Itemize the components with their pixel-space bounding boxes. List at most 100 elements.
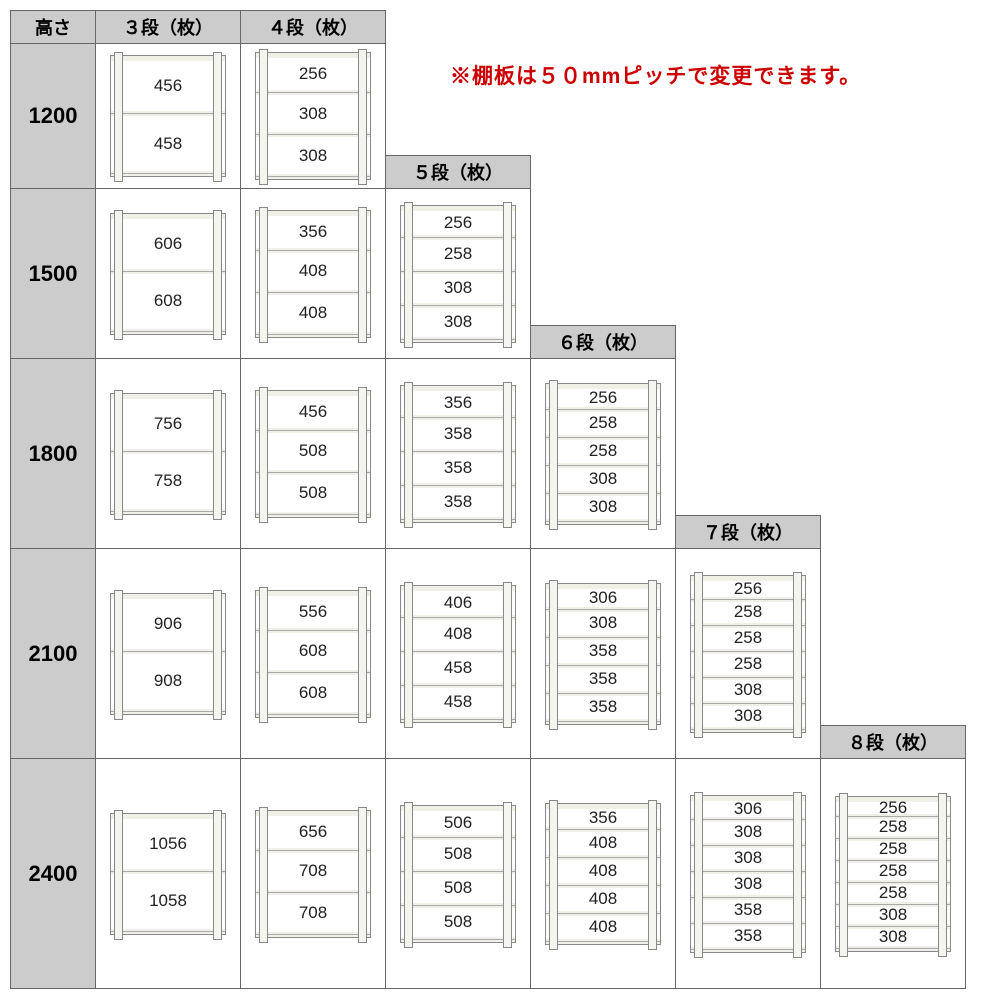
shelf-gap-value: 258: [836, 819, 950, 841]
rack-diagram: 256308308: [255, 52, 371, 180]
shelf-gap-value: 358: [546, 640, 660, 668]
rack-diagram: 356408408408408: [545, 803, 661, 945]
shelf-gap-value: 508: [401, 874, 515, 908]
shelf-cell: 756758: [96, 359, 241, 549]
shelf-cell: 456458: [96, 44, 241, 189]
shelf-gap-value: 308: [256, 95, 370, 137]
shelf-gap-value: 1056: [111, 814, 225, 874]
shelf-gap-value: 408: [401, 620, 515, 654]
rack-diagram: 506508508508: [400, 805, 516, 943]
shelf-gap-value: 258: [691, 654, 805, 680]
shelf-gap-value: 258: [836, 841, 950, 863]
shelf-gap-value: 256: [546, 384, 660, 412]
shelf-gap-value: 308: [836, 907, 950, 929]
shelf-gap-value: 508: [401, 908, 515, 942]
shelf-gap-value: 756: [111, 394, 225, 454]
shelf-gap-value: 356: [546, 804, 660, 832]
shelf-cell: 606608: [96, 189, 241, 359]
shelf-gap-value: 256: [256, 53, 370, 95]
shelf-gap-value: 308: [401, 274, 515, 308]
shelf-cell: 256308308: [241, 44, 386, 189]
shelf-gap-value: 456: [111, 56, 225, 116]
height-label: 1800: [10, 359, 96, 549]
header-height: 高さ: [10, 10, 96, 44]
rack-diagram: 10561058: [110, 813, 226, 935]
rack-diagram: 256258258308308: [545, 383, 661, 525]
shelf-cell: 306308308308358358: [676, 759, 821, 989]
shelf-gap-value: 408: [546, 832, 660, 860]
shelf-cell: 406408458458: [386, 549, 531, 759]
rack-diagram: 606608: [110, 213, 226, 335]
shelf-gap-value: 608: [111, 274, 225, 334]
shelf-gap-value: 408: [546, 888, 660, 916]
shelf-gap-value: 508: [256, 475, 370, 517]
rack-diagram: 406408458458: [400, 585, 516, 723]
shelf-gap-value: 308: [691, 680, 805, 706]
shelf-cell: 256258258308308: [531, 359, 676, 549]
shelf-gap-value: 306: [691, 796, 805, 822]
shelf-gap-value: 308: [691, 706, 805, 732]
shelf-gap-value: 608: [256, 633, 370, 675]
shelf-gap-value: 308: [546, 468, 660, 496]
shelf-gap-value: 506: [401, 806, 515, 840]
shelf-gap-value: 508: [256, 433, 370, 475]
shelf-gap-value: 308: [691, 874, 805, 900]
height-label: 2100: [10, 549, 96, 759]
shelf-gap-value: 906: [111, 594, 225, 654]
shelf-gap-value: 258: [546, 412, 660, 440]
shelf-cell: 356408408408408: [531, 759, 676, 989]
shelf-gap-value: 458: [401, 654, 515, 688]
shelf-gap-value: 656: [256, 811, 370, 853]
shelf-cell: 556608608: [241, 549, 386, 759]
shelf-gap-value: 908: [111, 654, 225, 714]
shelf-gap-value: 408: [546, 860, 660, 888]
shelf-gap-value: 708: [256, 895, 370, 937]
shelf-gap-value: 408: [546, 916, 660, 944]
shelf-cell: 356358358358: [386, 359, 531, 549]
header-col: ３段（枚）: [96, 10, 241, 44]
shelf-gap-value: 306: [546, 584, 660, 612]
shelf-gap-value: 258: [691, 602, 805, 628]
shelf-cell: 656708708: [241, 759, 386, 989]
shelf-gap-value: 308: [401, 308, 515, 342]
header-col: ６段（枚）: [531, 325, 676, 359]
shelf-gap-value: 358: [546, 696, 660, 724]
shelf-gap-value: 308: [691, 848, 805, 874]
height-label: 2400: [10, 759, 96, 989]
shelf-gap-value: 258: [836, 863, 950, 885]
shelf-cell: 256258258258308308: [676, 549, 821, 759]
shelf-gap-value: 258: [836, 885, 950, 907]
shelf-gap-value: 758: [111, 454, 225, 514]
rack-diagram: 456508508: [255, 390, 371, 518]
shelf-gap-value: 358: [401, 420, 515, 454]
shelf-gap-value: 458: [111, 116, 225, 176]
shelf-gap-value: 408: [256, 295, 370, 337]
shelf-gap-value: 308: [546, 496, 660, 524]
header-col: ７段（枚）: [676, 515, 821, 549]
shelf-gap-value: 458: [401, 688, 515, 722]
shelf-gap-value: 358: [691, 926, 805, 952]
rack-diagram: 656708708: [255, 810, 371, 938]
rack-diagram: 356408408: [255, 210, 371, 338]
shelf-gap-value: 258: [401, 240, 515, 274]
height-label: 1200: [10, 44, 96, 189]
shelf-gap-value: 258: [691, 628, 805, 654]
shelf-gap-value: 406: [401, 586, 515, 620]
shelf-cell: 306308358358358: [531, 549, 676, 759]
rack-diagram: 306308358358358: [545, 583, 661, 725]
rack-diagram: 256258258258308308: [690, 575, 806, 733]
shelf-cell: 356408408: [241, 189, 386, 359]
shelf-cell: 456508508: [241, 359, 386, 549]
shelf-gap-value: 256: [836, 797, 950, 819]
header-col: ８段（枚）: [821, 725, 966, 759]
shelf-gap-value: 256: [401, 206, 515, 240]
shelf-gap-value: 256: [691, 576, 805, 602]
shelf-cell: 10561058: [96, 759, 241, 989]
shelf-gap-value: 408: [256, 253, 370, 295]
shelf-gap-value: 508: [401, 840, 515, 874]
shelf-cell: 506508508508: [386, 759, 531, 989]
shelf-gap-value: 358: [546, 668, 660, 696]
shelf-gap-value: 356: [256, 211, 370, 253]
shelf-gap-value: 456: [256, 391, 370, 433]
shelf-cell: 906908: [96, 549, 241, 759]
